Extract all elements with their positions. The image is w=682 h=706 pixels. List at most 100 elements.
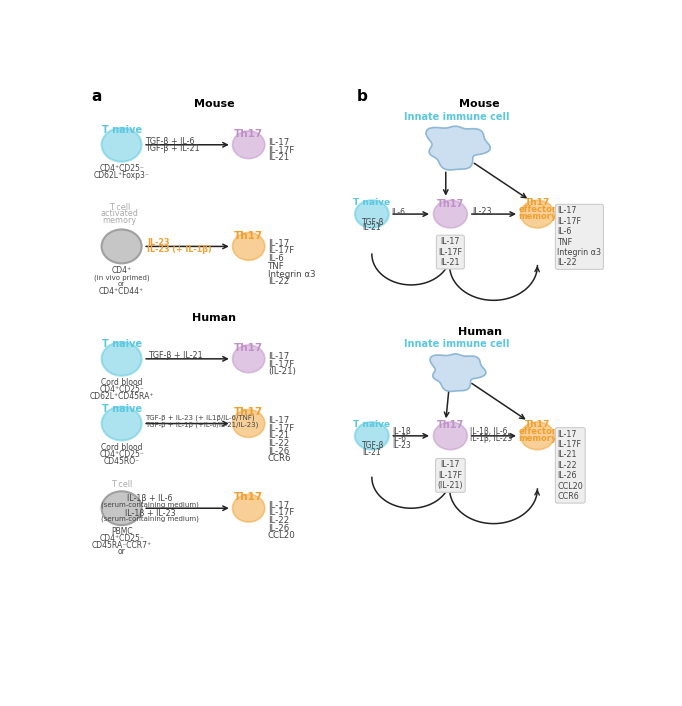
Text: activated: activated bbox=[100, 210, 138, 218]
Text: CD4⁺CD25⁻: CD4⁺CD25⁻ bbox=[99, 534, 144, 543]
Text: IL-1β + IL-6: IL-1β + IL-6 bbox=[128, 494, 173, 503]
Ellipse shape bbox=[233, 131, 265, 159]
Text: Human: Human bbox=[192, 313, 236, 323]
Text: Cord blood: Cord blood bbox=[101, 443, 143, 452]
Ellipse shape bbox=[102, 407, 142, 441]
Text: IL-17: IL-17 bbox=[268, 416, 289, 425]
Ellipse shape bbox=[355, 422, 389, 450]
Text: TGF-β: TGF-β bbox=[362, 441, 385, 450]
Text: Innate immune cell: Innate immune cell bbox=[404, 112, 509, 121]
Text: (serum-containing medium): (serum-containing medium) bbox=[101, 501, 199, 508]
Text: Th17: Th17 bbox=[436, 421, 464, 431]
Text: (IL-21): (IL-21) bbox=[268, 367, 296, 376]
Text: CD4⁺CD25⁻: CD4⁺CD25⁻ bbox=[99, 385, 144, 394]
Text: CCR6: CCR6 bbox=[268, 455, 291, 463]
Text: CD45RO⁻: CD45RO⁻ bbox=[104, 457, 140, 466]
Text: IL-17: IL-17 bbox=[268, 239, 289, 248]
Text: Mouse: Mouse bbox=[460, 99, 500, 109]
Text: IL-1β + IL-23: IL-1β + IL-23 bbox=[125, 509, 175, 518]
Text: IL-21: IL-21 bbox=[362, 448, 381, 457]
Text: memory: memory bbox=[518, 434, 557, 443]
Text: Th17: Th17 bbox=[524, 421, 550, 429]
Text: T cell: T cell bbox=[111, 480, 132, 489]
Text: IL-17F: IL-17F bbox=[268, 508, 294, 517]
Text: or: or bbox=[118, 547, 125, 556]
Text: IL-21: IL-21 bbox=[268, 431, 289, 441]
Text: Th17: Th17 bbox=[524, 198, 550, 207]
Text: IL-23 (+ IL-1β): IL-23 (+ IL-1β) bbox=[147, 245, 212, 254]
Ellipse shape bbox=[233, 232, 265, 261]
Text: IL-17
IL-17F
IL-21: IL-17 IL-17F IL-21 bbox=[439, 237, 462, 267]
Text: CD45RA⁻CCR7⁺: CD45RA⁻CCR7⁺ bbox=[91, 541, 151, 549]
Text: TGF-β: TGF-β bbox=[362, 218, 385, 227]
Text: (serum-containing medium): (serum-containing medium) bbox=[101, 516, 199, 522]
Text: CD4⁺CD25⁻: CD4⁺CD25⁻ bbox=[99, 450, 144, 459]
Ellipse shape bbox=[233, 494, 265, 522]
Text: a: a bbox=[91, 90, 102, 104]
Text: Mouse: Mouse bbox=[194, 99, 235, 109]
Text: IL-1β, IL-23: IL-1β, IL-23 bbox=[470, 434, 512, 443]
Text: IL-17F: IL-17F bbox=[268, 246, 294, 256]
Text: T naive: T naive bbox=[102, 404, 142, 414]
Ellipse shape bbox=[233, 345, 265, 373]
Text: Th17: Th17 bbox=[234, 128, 263, 138]
Text: TGF-β + IL-21: TGF-β + IL-21 bbox=[145, 144, 200, 153]
Ellipse shape bbox=[102, 342, 142, 376]
Text: IL-6: IL-6 bbox=[392, 434, 406, 443]
Text: Integrin α3: Integrin α3 bbox=[268, 270, 316, 279]
Text: IL-6: IL-6 bbox=[391, 208, 405, 217]
Text: TGF-β + IL-6: TGF-β + IL-6 bbox=[145, 137, 195, 146]
Text: IL-1β, IL-6,: IL-1β, IL-6, bbox=[470, 427, 509, 436]
Text: IL-22: IL-22 bbox=[268, 516, 289, 525]
Text: CD62L⁺CD45RA⁺: CD62L⁺CD45RA⁺ bbox=[89, 392, 154, 401]
Ellipse shape bbox=[233, 409, 265, 438]
Text: IL-23: IL-23 bbox=[472, 207, 492, 216]
Text: TGF-β + IL-1β (+IL-6/IL-21/IL-23): TGF-β + IL-1β (+IL-6/IL-21/IL-23) bbox=[145, 421, 258, 428]
Text: IL-17F: IL-17F bbox=[268, 145, 294, 155]
Ellipse shape bbox=[520, 422, 554, 450]
Text: CD4⁺: CD4⁺ bbox=[112, 265, 132, 275]
Text: Th17: Th17 bbox=[436, 198, 464, 209]
Ellipse shape bbox=[102, 229, 142, 263]
Text: IL-17: IL-17 bbox=[268, 138, 289, 147]
Ellipse shape bbox=[102, 128, 142, 162]
Text: Cord blood: Cord blood bbox=[101, 378, 143, 387]
Text: T naive: T naive bbox=[353, 419, 390, 429]
Text: effector: effector bbox=[518, 427, 557, 436]
Text: IL-1β: IL-1β bbox=[392, 427, 411, 436]
Polygon shape bbox=[430, 354, 486, 391]
Text: CD4⁺CD44⁺: CD4⁺CD44⁺ bbox=[99, 287, 144, 297]
Text: CD4⁺CD25⁻: CD4⁺CD25⁻ bbox=[99, 164, 144, 173]
Text: IL-22: IL-22 bbox=[268, 277, 289, 286]
Text: IL-23: IL-23 bbox=[392, 441, 411, 450]
Text: Th17: Th17 bbox=[234, 492, 263, 502]
Text: IL-17
IL-17F
IL-21
IL-22
IL-26
CCL20
CCR6: IL-17 IL-17F IL-21 IL-22 IL-26 CCL20 CCR… bbox=[557, 430, 583, 501]
Text: TGF-β + IL-21: TGF-β + IL-21 bbox=[149, 351, 203, 360]
Text: Th17: Th17 bbox=[234, 342, 263, 353]
Text: (in vivo primed): (in vivo primed) bbox=[94, 274, 149, 281]
Text: IL-23: IL-23 bbox=[147, 238, 170, 247]
Ellipse shape bbox=[355, 201, 389, 228]
Text: IL-21: IL-21 bbox=[268, 153, 289, 162]
Text: IL-17F: IL-17F bbox=[268, 359, 294, 369]
Text: TGF-β + IL-23 (+ IL1β/IL-6/TNF): TGF-β + IL-23 (+ IL1β/IL-6/TNF) bbox=[145, 414, 254, 421]
Text: T naive: T naive bbox=[353, 198, 390, 207]
Text: Th17: Th17 bbox=[234, 407, 263, 417]
Ellipse shape bbox=[520, 201, 554, 228]
Text: Th17: Th17 bbox=[234, 231, 263, 241]
Text: T naive: T naive bbox=[102, 125, 142, 135]
Text: TNF: TNF bbox=[268, 262, 284, 271]
Text: IL-17: IL-17 bbox=[268, 352, 289, 361]
Text: IL-6: IL-6 bbox=[268, 254, 284, 263]
Text: IL-22: IL-22 bbox=[268, 439, 289, 448]
Text: Innate immune cell: Innate immune cell bbox=[404, 339, 509, 349]
Text: IL-17
IL-17F
(IL-21): IL-17 IL-17F (IL-21) bbox=[438, 460, 463, 490]
Text: memory: memory bbox=[102, 217, 136, 225]
Text: T cell: T cell bbox=[108, 203, 130, 212]
Text: Human: Human bbox=[458, 328, 502, 337]
Text: IL-17
IL-17F
IL-6
TNF
Integrin α3
IL-22: IL-17 IL-17F IL-6 TNF Integrin α3 IL-22 bbox=[557, 206, 602, 268]
Text: or: or bbox=[118, 281, 125, 287]
Text: IL-17F: IL-17F bbox=[268, 424, 294, 433]
Polygon shape bbox=[426, 126, 490, 170]
Text: effector: effector bbox=[518, 205, 557, 214]
